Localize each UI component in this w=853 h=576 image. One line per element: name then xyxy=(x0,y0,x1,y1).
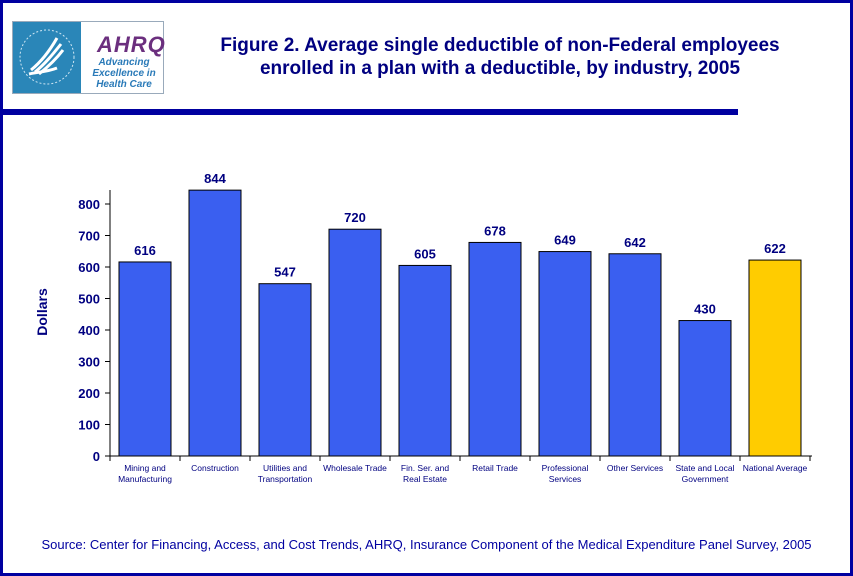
x-tick-label: National Average xyxy=(743,463,808,473)
tagline-line: Advancing xyxy=(98,57,150,68)
data-label: 430 xyxy=(694,302,716,317)
y-tick-label: 800 xyxy=(78,197,100,212)
chart-title: Figure 2. Average single deductible of n… xyxy=(180,34,820,80)
hhs-eagle-seal-icon xyxy=(13,22,81,93)
header-divider xyxy=(0,109,738,115)
y-tick-label: 400 xyxy=(78,323,100,338)
y-tick-label: 500 xyxy=(78,292,100,307)
x-tick-label: Retail Trade xyxy=(472,463,518,473)
y-axis-label: Dollars xyxy=(34,288,50,336)
data-label: 649 xyxy=(554,233,576,248)
data-label: 605 xyxy=(414,246,436,261)
source-note: Source: Center for Financing, Access, an… xyxy=(41,537,812,552)
title-line-1: Figure 2. Average single deductible of n… xyxy=(220,35,780,56)
logo-tagline: Advancing Excellence in Health Care xyxy=(91,57,157,90)
bar xyxy=(748,259,802,457)
tagline-line: Excellence in xyxy=(92,68,156,79)
bar xyxy=(328,228,382,457)
bar xyxy=(678,320,732,457)
bar xyxy=(468,241,522,457)
bar xyxy=(188,189,242,457)
title-line-2: enrolled in a plan with a deductible, by… xyxy=(259,58,741,79)
x-tick-label: Government xyxy=(682,474,729,484)
data-label: 547 xyxy=(274,265,296,280)
data-label: 622 xyxy=(764,241,786,256)
x-tick-label: Utilities and xyxy=(263,463,307,473)
x-tick-label: Mining and xyxy=(124,463,166,473)
x-tick-label: Manufacturing xyxy=(118,474,172,484)
ahrq-logo: AHRQ Advancing Excellence in Health Care xyxy=(12,21,166,94)
bar xyxy=(118,261,172,457)
data-label: 844 xyxy=(204,171,226,186)
x-tick-label: State and Local xyxy=(675,463,734,473)
tagline-line: Health Care xyxy=(96,79,152,90)
bar xyxy=(258,283,312,457)
bar xyxy=(608,253,662,457)
x-tick-label: Real Estate xyxy=(403,474,447,484)
y-tick-label: 100 xyxy=(78,418,100,433)
x-tick-label: Other Services xyxy=(607,463,663,473)
data-label: 642 xyxy=(624,235,646,250)
ahrq-wordmark: AHRQ xyxy=(97,32,166,57)
x-tick-label: Transportation xyxy=(258,474,313,484)
data-label: 678 xyxy=(484,223,506,238)
bar xyxy=(538,251,592,457)
y-tick-label: 200 xyxy=(78,386,100,401)
x-tick-label: Construction xyxy=(191,463,239,473)
x-tick-label: Fin. Ser. and xyxy=(401,463,449,473)
bar xyxy=(398,264,452,457)
x-tick-label: Services xyxy=(549,474,582,484)
y-tick-label: 600 xyxy=(78,260,100,275)
y-tick-label: 300 xyxy=(78,355,100,370)
data-label: 616 xyxy=(134,243,156,258)
x-tick-label: Professional xyxy=(542,463,589,473)
x-tick-label: Wholesale Trade xyxy=(323,463,387,473)
data-label: 720 xyxy=(344,210,366,225)
y-tick-label: 0 xyxy=(93,449,100,464)
y-tick-label: 700 xyxy=(78,229,100,244)
